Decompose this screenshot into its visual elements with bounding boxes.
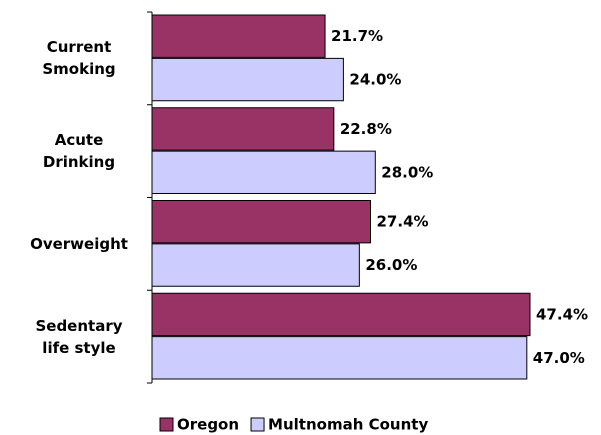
value-label: 26.0%: [365, 256, 417, 274]
bar: [151, 243, 360, 287]
category-label: Overweight: [30, 234, 128, 253]
value-label: 28.0%: [381, 163, 433, 181]
category-label: Sedentary life style: [35, 316, 123, 357]
bar: [151, 150, 376, 194]
bar: [151, 200, 372, 244]
bar: [151, 292, 531, 337]
value-label: 21.7%: [331, 27, 383, 45]
category-label: Current Smoking: [42, 38, 116, 79]
legend-label: Oregon: [177, 416, 239, 434]
category-label: Acute Drinking: [42, 131, 116, 172]
value-label: 47.0%: [533, 349, 585, 367]
legend-swatch: [250, 417, 265, 432]
bar: [151, 107, 335, 151]
value-label: 27.4%: [377, 213, 429, 231]
value-label: 47.4%: [536, 305, 588, 323]
bar: [151, 57, 344, 102]
value-label: 24.0%: [349, 71, 401, 89]
bar: [151, 14, 326, 58]
bar: [151, 336, 528, 380]
legend-label: Multnomah County: [268, 416, 428, 434]
value-label: 22.8%: [340, 120, 392, 138]
legend-swatch: [159, 417, 174, 432]
